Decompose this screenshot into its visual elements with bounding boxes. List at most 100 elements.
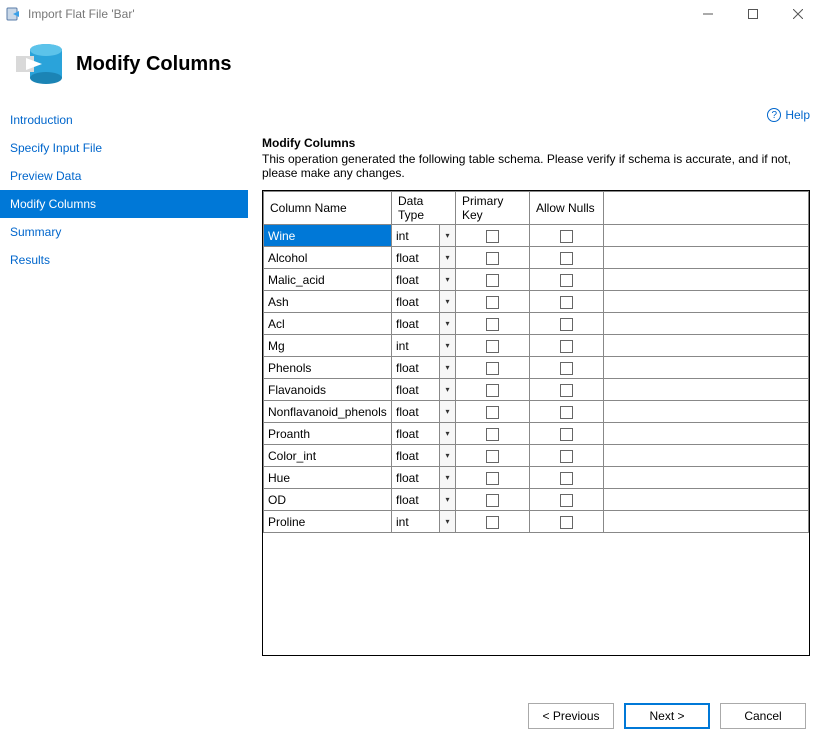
header-data-type[interactable]: Data Type (392, 192, 456, 225)
cell-column-name[interactable]: Mg (264, 335, 392, 357)
table-row[interactable]: Proanthfloat▾ (264, 423, 809, 445)
cell-data-type[interactable]: float▾ (392, 247, 456, 269)
chevron-down-icon[interactable]: ▾ (439, 511, 455, 532)
primary-key-checkbox[interactable] (486, 252, 499, 265)
allow-nulls-checkbox[interactable] (560, 362, 573, 375)
cell-column-name[interactable]: Acl (264, 313, 392, 335)
primary-key-checkbox[interactable] (486, 230, 499, 243)
previous-button[interactable]: < Previous (528, 703, 614, 729)
allow-nulls-checkbox[interactable] (560, 296, 573, 309)
cell-data-type[interactable]: float▾ (392, 423, 456, 445)
chevron-down-icon[interactable]: ▾ (439, 225, 455, 246)
cell-column-name[interactable]: OD (264, 489, 392, 511)
chevron-down-icon[interactable]: ▾ (439, 335, 455, 356)
header-primary-key[interactable]: Primary Key (456, 192, 530, 225)
primary-key-checkbox[interactable] (486, 428, 499, 441)
cell-column-name[interactable]: Ash (264, 291, 392, 313)
allow-nulls-checkbox[interactable] (560, 274, 573, 287)
cell-column-name[interactable]: Malic_acid (264, 269, 392, 291)
cell-column-name[interactable]: Proline (264, 511, 392, 533)
allow-nulls-checkbox[interactable] (560, 450, 573, 463)
allow-nulls-checkbox[interactable] (560, 384, 573, 397)
cell-data-type[interactable]: float▾ (392, 357, 456, 379)
cell-column-name[interactable]: Hue (264, 467, 392, 489)
primary-key-checkbox[interactable] (486, 274, 499, 287)
chevron-down-icon[interactable]: ▾ (439, 357, 455, 378)
cell-data-type[interactable]: float▾ (392, 291, 456, 313)
cell-column-name[interactable]: Alcohol (264, 247, 392, 269)
cancel-button[interactable]: Cancel (720, 703, 806, 729)
chevron-down-icon[interactable]: ▾ (439, 445, 455, 466)
primary-key-checkbox[interactable] (486, 516, 499, 529)
primary-key-checkbox[interactable] (486, 472, 499, 485)
cell-column-name[interactable]: Phenols (264, 357, 392, 379)
primary-key-checkbox[interactable] (486, 318, 499, 331)
close-button[interactable] (775, 0, 820, 28)
chevron-down-icon[interactable]: ▾ (439, 313, 455, 334)
primary-key-checkbox[interactable] (486, 362, 499, 375)
cell-data-type[interactable]: float▾ (392, 313, 456, 335)
next-button[interactable]: Next > (624, 703, 710, 729)
allow-nulls-checkbox[interactable] (560, 406, 573, 419)
table-row[interactable]: Malic_acidfloat▾ (264, 269, 809, 291)
sidebar-item-introduction[interactable]: Introduction (0, 106, 248, 134)
chevron-down-icon[interactable]: ▾ (439, 269, 455, 290)
cell-data-type[interactable]: int▾ (392, 225, 456, 247)
allow-nulls-checkbox[interactable] (560, 340, 573, 353)
chevron-down-icon[interactable]: ▾ (439, 291, 455, 312)
primary-key-checkbox[interactable] (486, 406, 499, 419)
chevron-down-icon[interactable]: ▾ (439, 401, 455, 422)
allow-nulls-checkbox[interactable] (560, 318, 573, 331)
table-row[interactable]: ODfloat▾ (264, 489, 809, 511)
sidebar-item-summary[interactable]: Summary (0, 218, 248, 246)
allow-nulls-checkbox[interactable] (560, 230, 573, 243)
allow-nulls-checkbox[interactable] (560, 494, 573, 507)
sidebar-item-specify-input-file[interactable]: Specify Input File (0, 134, 248, 162)
chevron-down-icon[interactable]: ▾ (439, 379, 455, 400)
primary-key-checkbox[interactable] (486, 450, 499, 463)
table-row[interactable]: Nonflavanoid_phenolsfloat▾ (264, 401, 809, 423)
chevron-down-icon[interactable]: ▾ (439, 247, 455, 268)
cell-column-name[interactable]: Wine (264, 225, 392, 247)
sidebar-item-results[interactable]: Results (0, 246, 248, 274)
cell-data-type[interactable]: float▾ (392, 467, 456, 489)
table-row[interactable]: Mgint▾ (264, 335, 809, 357)
table-row[interactable]: Aclfloat▾ (264, 313, 809, 335)
allow-nulls-checkbox[interactable] (560, 516, 573, 529)
maximize-button[interactable] (730, 0, 775, 28)
header-column-name[interactable]: Column Name (264, 192, 392, 225)
cell-column-name[interactable]: Color_int (264, 445, 392, 467)
cell-data-type[interactable]: float▾ (392, 445, 456, 467)
cell-data-type[interactable]: float▾ (392, 401, 456, 423)
table-row[interactable]: Prolineint▾ (264, 511, 809, 533)
chevron-down-icon[interactable]: ▾ (439, 423, 455, 444)
allow-nulls-checkbox[interactable] (560, 428, 573, 441)
cell-data-type[interactable]: float▾ (392, 489, 456, 511)
cell-column-name[interactable]: Nonflavanoid_phenols (264, 401, 392, 423)
cell-data-type[interactable]: float▾ (392, 269, 456, 291)
cell-data-type[interactable]: float▾ (392, 379, 456, 401)
primary-key-checkbox[interactable] (486, 340, 499, 353)
chevron-down-icon[interactable]: ▾ (439, 489, 455, 510)
table-row[interactable]: Color_intfloat▾ (264, 445, 809, 467)
chevron-down-icon[interactable]: ▾ (439, 467, 455, 488)
primary-key-checkbox[interactable] (486, 296, 499, 309)
allow-nulls-checkbox[interactable] (560, 472, 573, 485)
primary-key-checkbox[interactable] (486, 384, 499, 397)
primary-key-checkbox[interactable] (486, 494, 499, 507)
cell-column-name[interactable]: Flavanoids (264, 379, 392, 401)
table-row[interactable]: Ashfloat▾ (264, 291, 809, 313)
allow-nulls-checkbox[interactable] (560, 252, 573, 265)
header-allow-nulls[interactable]: Allow Nulls (530, 192, 604, 225)
table-row[interactable]: Huefloat▾ (264, 467, 809, 489)
table-row[interactable]: Flavanoidsfloat▾ (264, 379, 809, 401)
cell-data-type[interactable]: int▾ (392, 511, 456, 533)
minimize-button[interactable] (685, 0, 730, 28)
sidebar-item-preview-data[interactable]: Preview Data (0, 162, 248, 190)
sidebar-item-modify-columns[interactable]: Modify Columns (0, 190, 248, 218)
cell-column-name[interactable]: Proanth (264, 423, 392, 445)
table-row[interactable]: Alcoholfloat▾ (264, 247, 809, 269)
table-row[interactable]: Phenolsfloat▾ (264, 357, 809, 379)
table-row[interactable]: Wineint▾ (264, 225, 809, 247)
help-link[interactable]: ? Help (767, 108, 810, 122)
